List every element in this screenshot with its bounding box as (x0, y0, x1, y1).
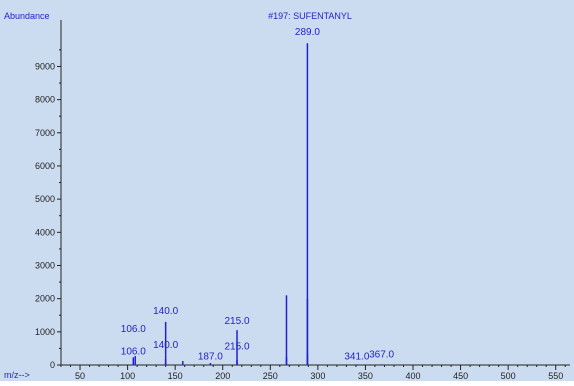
x-tick-label: 50 (75, 371, 85, 381)
peak-markers (164, 43, 309, 365)
x-tick-label: 250 (263, 371, 278, 381)
y-tick-label: 4000 (35, 227, 55, 237)
x-tick-label: 450 (453, 371, 468, 381)
y-tick-label: 7000 (35, 128, 55, 138)
x-tick-label: 550 (548, 371, 563, 381)
peak-label: 215.0 (224, 342, 249, 353)
y-tick-label: 0 (50, 360, 55, 370)
x-tick-label: 100 (120, 371, 135, 381)
y-tick-label: 6000 (35, 161, 55, 171)
y-axis-ticks: 0 1000 2000 3000 4000 5000 6000 7000 8000 9000 (35, 49, 61, 370)
peak-label: 106.0 (121, 347, 146, 358)
peak-label: 140.0 (153, 340, 178, 351)
y-tick-label: 1000 (35, 327, 55, 337)
peak-label: 367.0 (369, 350, 394, 361)
x-axis-title: m/z--> (4, 370, 30, 380)
peak-labels: 106.0140.0215.0106.0140.0187.0215.0341.0… (121, 27, 395, 362)
y-tick-label: 5000 (35, 194, 55, 204)
x-axis-ticks: 50 100 150 200 250 300 350 400 450 500 550 (60, 365, 566, 381)
peak-label: 215.0 (224, 316, 249, 327)
x-tick-label: 300 (310, 371, 325, 381)
x-tick-label: 500 (501, 371, 516, 381)
peak-label: 341.0 (344, 352, 369, 363)
x-tick-label: 200 (215, 371, 230, 381)
x-tick-label: 150 (168, 371, 183, 381)
peak-label: 289.0 (295, 27, 320, 38)
y-tick-label: 9000 (35, 61, 55, 71)
y-tick-label: 8000 (35, 95, 55, 105)
peak-label: 140.0 (153, 306, 178, 317)
y-tick-label: 3000 (35, 260, 55, 270)
y-tick-label: 2000 (35, 294, 55, 304)
chart-title: #197: SUFENTANYL (268, 11, 352, 21)
peak-label: 106.0 (121, 324, 146, 335)
peak-label: 187.0 (198, 352, 223, 363)
x-tick-label: 350 (358, 371, 373, 381)
y-axis-title: Abundance (4, 11, 50, 21)
x-tick-label: 400 (406, 371, 421, 381)
